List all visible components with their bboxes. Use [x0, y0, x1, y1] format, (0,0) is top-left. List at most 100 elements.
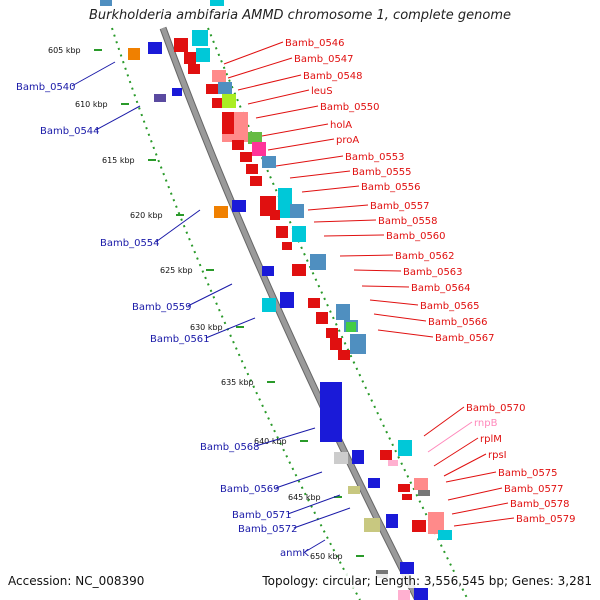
gene-label-right: rplM — [480, 434, 502, 445]
gene-label-right: Bamb_0547 — [294, 54, 354, 65]
gene-block — [206, 84, 218, 94]
gene-label-right: Bamb_0570 — [466, 403, 526, 414]
leader-line — [227, 57, 293, 79]
gene-label-left: Bamb_0554 — [100, 238, 160, 249]
gene-block — [270, 210, 280, 220]
leader-line — [361, 285, 410, 288]
scale-tick-label: 610 kbp — [75, 100, 108, 109]
leader-line — [205, 317, 256, 339]
leader-line — [95, 105, 141, 131]
gene-block — [250, 176, 262, 186]
gene-label-right: Bamb_0578 — [510, 499, 570, 510]
gene-block — [262, 266, 274, 276]
gene-block — [316, 312, 328, 324]
scale-tick-label: 630 kbp — [190, 323, 223, 332]
gene-block — [402, 494, 412, 500]
gene-features — [100, 0, 452, 600]
leader-line — [373, 313, 427, 322]
gene-label-right: Bamb_0566 — [428, 317, 488, 328]
gene-block — [336, 304, 350, 320]
gene-block — [218, 82, 232, 94]
gene-block — [248, 132, 262, 144]
gene-block — [188, 64, 200, 74]
leader-line — [369, 299, 419, 306]
gene-block — [100, 0, 112, 6]
gene-block — [348, 486, 360, 494]
leader-line — [289, 170, 351, 179]
leader-line — [187, 283, 233, 307]
leader-line — [304, 539, 326, 553]
gene-label-left: Bamb_0559 — [132, 302, 192, 313]
backbone — [160, 27, 421, 600]
track-lines — [111, 26, 469, 600]
leader-line — [293, 507, 351, 529]
gene-block — [320, 382, 342, 442]
map-title: Burkholderia ambifaria AMMD chromosome 1… — [88, 8, 512, 23]
gene-block — [414, 478, 428, 490]
gene-block — [400, 562, 414, 574]
gene-block — [262, 156, 276, 168]
gene-label-left: anmK — [280, 548, 309, 559]
leader-line — [287, 494, 341, 515]
gene-block — [398, 590, 410, 600]
right-track — [207, 27, 469, 600]
leader-line — [155, 209, 201, 243]
gene-block — [128, 48, 140, 60]
gene-block — [310, 254, 326, 270]
leader-line — [275, 471, 323, 489]
gene-label-right: Bamb_0557 — [370, 201, 430, 212]
gene-block — [210, 0, 224, 6]
gene-label-right: Bamb_0546 — [285, 38, 345, 49]
gene-block — [326, 328, 338, 338]
scale-tick-label: 615 kbp — [102, 156, 135, 165]
gene-block — [398, 484, 410, 492]
leader-line — [433, 437, 479, 467]
gene-label-left: Bamb_0544 — [40, 126, 100, 137]
gene-block — [346, 322, 356, 332]
gene-label-right: Bamb_0562 — [395, 251, 455, 262]
gene-label-right: leuS — [311, 86, 333, 97]
gene-block — [214, 206, 228, 218]
leader-line — [377, 329, 434, 338]
gene-block — [192, 30, 208, 46]
gene-block — [386, 514, 398, 528]
gene-block — [418, 490, 430, 496]
gene-label-right: Bamb_0565 — [420, 301, 480, 312]
gene-block — [252, 142, 266, 156]
leader-line — [301, 185, 360, 193]
leader-line — [423, 406, 465, 437]
leader-line — [261, 123, 329, 137]
scale-tick-label: 605 kbp — [48, 46, 81, 55]
gene-label-right: Bamb_0575 — [498, 468, 558, 479]
gene-block — [352, 450, 364, 464]
gene-block — [154, 94, 166, 102]
gene-block — [172, 88, 182, 96]
leader-line — [427, 421, 473, 453]
gene-block — [246, 164, 258, 174]
gene-label-right: Bamb_0550 — [320, 102, 380, 113]
gene-block — [290, 204, 304, 218]
leader-line — [307, 204, 369, 211]
leader-line — [247, 89, 310, 105]
gene-block — [240, 152, 252, 162]
leader-line — [267, 138, 335, 151]
gene-block — [388, 460, 398, 466]
scale-tick-label: 645 kbp — [288, 493, 321, 502]
leader-line — [71, 61, 116, 87]
gene-block — [148, 42, 162, 54]
leader-line — [275, 155, 344, 167]
gene-label-left: Bamb_0572 — [238, 524, 298, 535]
gene-block — [368, 478, 380, 488]
gene-block — [222, 94, 236, 108]
gene-block — [212, 70, 226, 82]
gene-block — [282, 242, 292, 250]
leader-line — [445, 471, 497, 483]
gene-block — [292, 226, 306, 242]
gene-label-right: Bamb_0556 — [361, 182, 421, 193]
gene-block — [184, 52, 196, 64]
gene-block — [292, 264, 306, 276]
gene-block — [212, 98, 222, 108]
leader-line — [255, 427, 316, 447]
gene-block — [232, 140, 244, 150]
